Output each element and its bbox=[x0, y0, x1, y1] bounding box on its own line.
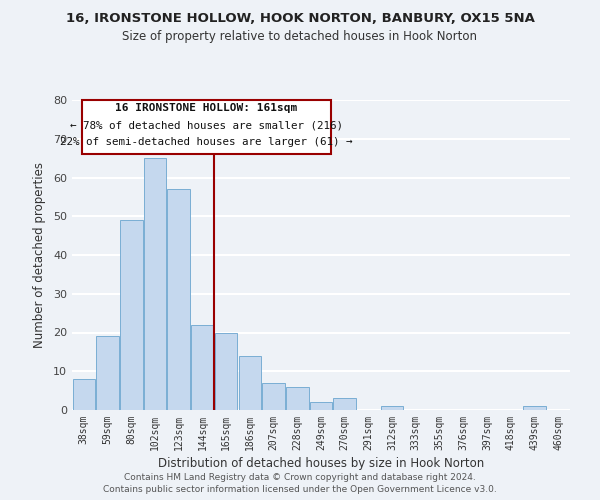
Text: 16 IRONSTONE HOLLOW: 161sqm: 16 IRONSTONE HOLLOW: 161sqm bbox=[115, 103, 298, 113]
FancyBboxPatch shape bbox=[82, 100, 331, 154]
Bar bbox=[334, 398, 356, 410]
Bar bbox=[73, 379, 95, 410]
Y-axis label: Number of detached properties: Number of detached properties bbox=[33, 162, 46, 348]
Bar bbox=[120, 220, 143, 410]
Text: ← 78% of detached houses are smaller (216): ← 78% of detached houses are smaller (21… bbox=[70, 120, 343, 130]
Text: 16, IRONSTONE HOLLOW, HOOK NORTON, BANBURY, OX15 5NA: 16, IRONSTONE HOLLOW, HOOK NORTON, BANBU… bbox=[65, 12, 535, 26]
Bar bbox=[523, 406, 545, 410]
Text: Size of property relative to detached houses in Hook Norton: Size of property relative to detached ho… bbox=[122, 30, 478, 43]
Bar bbox=[167, 189, 190, 410]
Bar bbox=[262, 383, 285, 410]
Text: Contains public sector information licensed under the Open Government Licence v3: Contains public sector information licen… bbox=[103, 485, 497, 494]
Bar bbox=[97, 336, 119, 410]
Bar bbox=[239, 356, 261, 410]
Bar bbox=[381, 406, 403, 410]
X-axis label: Distribution of detached houses by size in Hook Norton: Distribution of detached houses by size … bbox=[158, 457, 484, 470]
Bar bbox=[286, 387, 308, 410]
Bar bbox=[310, 402, 332, 410]
Bar bbox=[144, 158, 166, 410]
Text: 22% of semi-detached houses are larger (61) →: 22% of semi-detached houses are larger (… bbox=[60, 137, 353, 147]
Bar bbox=[191, 325, 214, 410]
Bar bbox=[215, 332, 238, 410]
Text: Contains HM Land Registry data © Crown copyright and database right 2024.: Contains HM Land Registry data © Crown c… bbox=[124, 472, 476, 482]
